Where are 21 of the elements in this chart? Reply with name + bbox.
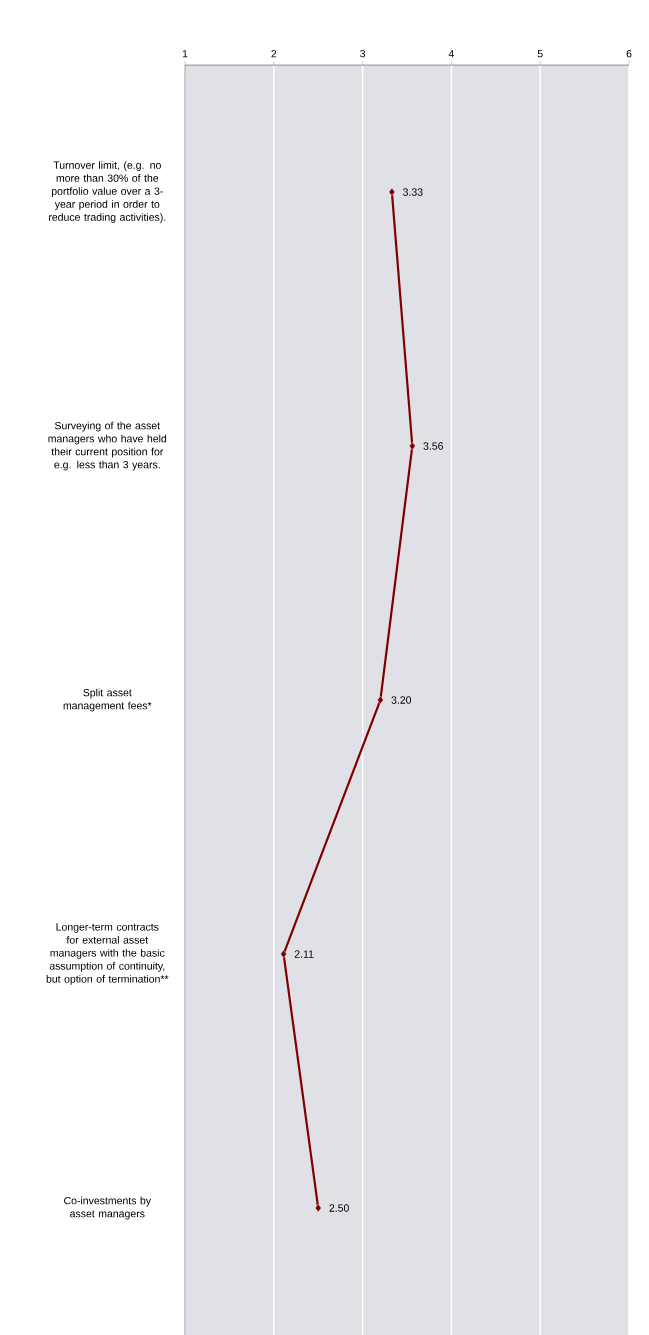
y-tick-label: Split asset management fees* (63, 688, 152, 712)
data-label: 3.20 (391, 696, 412, 704)
point (280, 949, 287, 959)
y-tick-label: Turnover limit, (e.g. no more than 30% of the portfolio value over a 3-year period in order to reduce trading activities). (49, 161, 166, 223)
y-tick-label: Longer-term contracts for external asset managers with the basic assumption of continuity, but option of termination** (46, 923, 169, 985)
x-tick-label: 2 (271, 50, 277, 58)
x-tick-label: 4 (448, 50, 455, 58)
x-tick-label: 1 (182, 50, 188, 58)
y-tick-label: Surveying of the asset managers who have held their current position for e.g. less than 3 years. (48, 421, 167, 471)
point (409, 441, 416, 451)
data-label: 2.11 (294, 950, 314, 958)
data-label: 3.33 (403, 188, 423, 196)
point (315, 1203, 322, 1213)
x-tick-label: 3 (360, 49, 366, 58)
point (377, 695, 384, 705)
x-tick-label: 5 (537, 50, 543, 58)
y-tick-label: Co-investments by asset managers (64, 1196, 152, 1220)
point (388, 187, 396, 197)
data-label: 2.50 (329, 1204, 349, 1212)
data-label: 3.56 (423, 442, 443, 450)
x-tick-label: 6 (626, 49, 632, 58)
